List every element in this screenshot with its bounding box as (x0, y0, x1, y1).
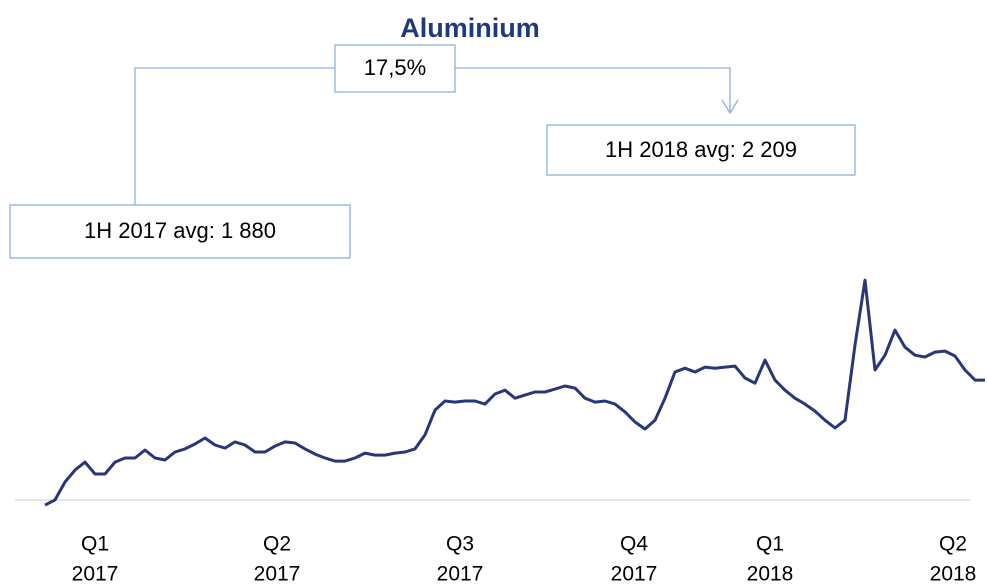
avg-label: 1H 2017 avg: 1 880 (84, 218, 276, 243)
x-tick-label: 2017 (437, 563, 484, 586)
avg-label: 1H 2018 avg: 2 209 (605, 137, 797, 162)
x-tick-label: Q1 (756, 533, 784, 556)
x-tick-label: 2018 (747, 563, 794, 586)
change-label: 17,5% (364, 55, 426, 80)
x-tick-label: 2017 (254, 563, 301, 586)
line (44, 278, 985, 507)
connector (455, 67, 731, 113)
x-tick-label: Q2 (939, 533, 967, 556)
x-tick-label: Q2 (263, 533, 291, 556)
avg-box (9, 204, 351, 259)
x-tick-label: 2018 (930, 563, 977, 586)
connector (134, 67, 335, 205)
avg-box (546, 124, 856, 176)
change-box (334, 44, 456, 93)
chart-title: Aluminium (400, 13, 540, 43)
arrow-head (721, 99, 739, 115)
x-tick-label: 2017 (72, 563, 119, 586)
x-tick-label: Q3 (446, 533, 474, 556)
x-tick-label: Q4 (620, 533, 648, 556)
x-tick-label: Q1 (81, 533, 109, 556)
x-tick-label: 2017 (611, 563, 658, 586)
